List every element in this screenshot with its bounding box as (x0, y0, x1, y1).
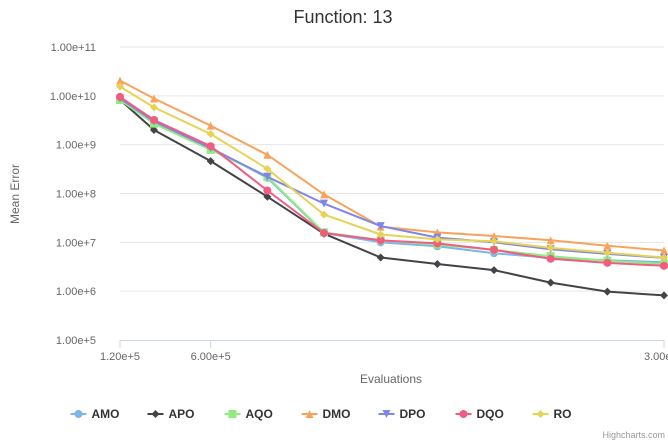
data-point-dmo (603, 241, 612, 250)
y-tick-label: 1.00e+7 (56, 237, 96, 249)
data-point-apo (263, 192, 272, 201)
data-point-dqo (116, 92, 124, 101)
data-point-ro (116, 82, 124, 91)
legend-label-aqo: AQO (246, 407, 273, 421)
data-point-dpo (263, 172, 272, 181)
series-layer (116, 76, 668, 300)
legend-label-ro: RO (554, 407, 572, 421)
y-tick-label: 1.00e+11 (51, 42, 96, 54)
y-tick-label: 1.00e+6 (56, 286, 96, 298)
data-point-apo (546, 278, 555, 287)
data-point-dqo (433, 239, 442, 248)
data-point-ro (490, 237, 498, 246)
credits[interactable]: Highcharts.com (602, 430, 665, 440)
legend-item-dmo[interactable]: DMO (301, 407, 351, 421)
data-point-dqo (150, 115, 158, 124)
legend-item-dqo[interactable]: DQO (455, 407, 504, 421)
legend-label-dqo: DQO (477, 407, 504, 421)
data-point-apo (376, 253, 385, 262)
legend-marker-amo (74, 410, 83, 418)
y-tick-label: 1.00e+8 (56, 189, 96, 201)
data-point-dqo (546, 254, 555, 263)
legend-marker-apo (151, 410, 160, 418)
data-point-apo (433, 260, 442, 269)
y-axis-title: Mean Error (8, 164, 22, 224)
data-point-dmo (490, 231, 498, 240)
data-point-ro (206, 130, 215, 139)
data-point-dqo (376, 236, 385, 245)
data-point-apo (490, 266, 498, 275)
axis-layer: 1.00e+5 1.00e+6 1.00e+7 1.00e+8 1.00e+9 1.00e… (50, 42, 668, 363)
x-tick-label: 3.00e+6 (644, 351, 668, 363)
chart-title: Function: 13 (293, 7, 392, 27)
data-point-dmo (206, 121, 215, 130)
data-point-ro (376, 230, 385, 239)
data-point-ro (603, 248, 612, 257)
x-tick-label: 1.20e+5 (100, 351, 140, 363)
data-point-dmo (546, 236, 555, 245)
data-point-dqo (320, 229, 328, 238)
y-tick-label: 1.00e+10 (50, 91, 96, 103)
series-ro (116, 82, 668, 262)
legend-item-ro[interactable]: RO (532, 407, 572, 421)
legend-marker-dmo (305, 410, 314, 418)
data-point-dqo (490, 245, 498, 254)
legend-marker-dpo (382, 410, 391, 418)
data-point-dqo (603, 258, 612, 267)
y-tick-label: 1.00e+9 (56, 140, 96, 152)
series-apo (116, 95, 668, 300)
data-point-dpo (376, 222, 385, 231)
data-point-ro (150, 103, 158, 112)
data-point-dmo (116, 76, 124, 85)
x-axis-title: Evaluations (360, 372, 422, 386)
legend-label-amo: AMO (92, 407, 120, 421)
data-point-dqo (206, 142, 215, 151)
data-point-dqo (660, 261, 668, 270)
legend-label-dpo: DPO (400, 407, 426, 421)
data-point-apo (660, 291, 668, 300)
data-point-dpo (320, 199, 328, 208)
series-dqo (116, 92, 668, 270)
legend: AMO APO AQO DMO DPO DQO RO (70, 407, 572, 421)
data-point-apo (150, 125, 158, 134)
data-point-ro (546, 243, 555, 252)
legend-item-amo[interactable]: AMO (70, 407, 120, 421)
x-tick-label: 6.00e+5 (191, 351, 231, 363)
data-point-dmo (263, 150, 272, 159)
legend-marker-aqo (228, 410, 237, 418)
data-point-ro (660, 253, 668, 262)
legend-label-apo: APO (169, 407, 195, 421)
data-point-apo (206, 157, 215, 166)
data-point-ro (433, 235, 442, 244)
data-point-ro (263, 164, 272, 173)
data-point-ro (320, 210, 328, 219)
data-point-dmo (660, 246, 668, 255)
data-point-dmo (320, 190, 328, 199)
legend-marker-dqo (459, 410, 468, 418)
data-point-apo (603, 287, 612, 296)
y-tick-label: 1.00e+5 (56, 335, 96, 347)
legend-item-apo[interactable]: APO (147, 407, 195, 421)
data-point-dqo (263, 186, 272, 195)
legend-item-dpo[interactable]: DPO (378, 407, 426, 421)
legend-marker-ro (536, 410, 545, 418)
data-point-dmo (150, 94, 158, 103)
legend-label-dmo: DMO (323, 407, 351, 421)
legend-item-aqo[interactable]: AQO (224, 407, 273, 421)
